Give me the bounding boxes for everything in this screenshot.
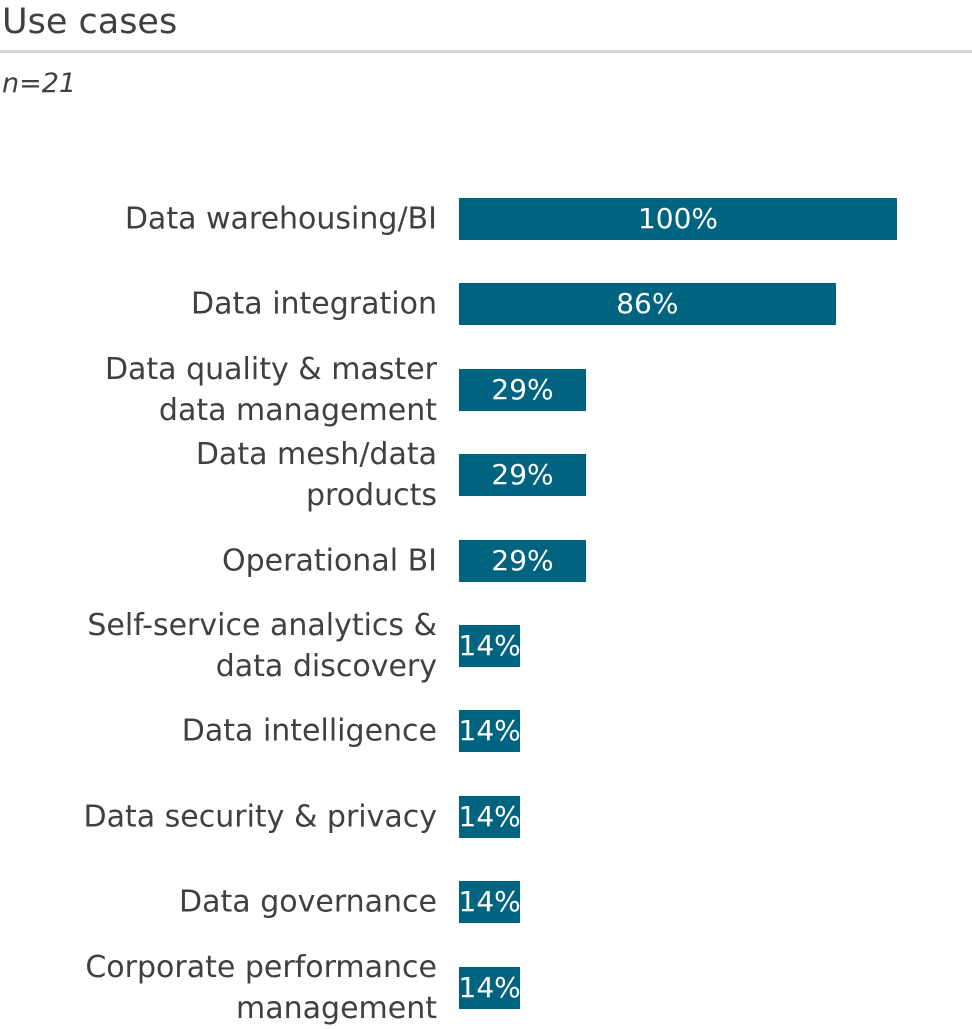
category-label-line: management — [236, 990, 437, 1026]
category-label-line: Data integration — [191, 286, 437, 322]
category-label-line: Data mesh/data — [195, 437, 437, 473]
bar — [459, 966, 521, 1009]
category-label-line: Operational BI — [222, 543, 437, 579]
category-label-line: Data quality & master — [104, 351, 437, 387]
bar — [459, 795, 521, 838]
bar — [459, 881, 521, 924]
data-label: 29% — [491, 372, 554, 406]
category-label: Operational BI — [0, 540, 437, 581]
data-label: 14% — [458, 714, 521, 748]
category-label: Data integration — [0, 284, 437, 325]
data-label: 14% — [458, 799, 521, 833]
bar — [459, 368, 587, 411]
title-divider — [0, 50, 972, 53]
category-label-line: Data governance — [179, 884, 437, 920]
bar — [459, 710, 521, 753]
category-label: Data warehousing/BI — [0, 199, 437, 240]
category-label-line: data discovery — [215, 649, 437, 684]
data-label: 14% — [458, 970, 521, 1004]
bar — [459, 283, 836, 326]
bar — [459, 198, 897, 240]
sample-size: n=21 — [2, 68, 77, 99]
bar — [459, 625, 521, 667]
category-label: Data security & privacy — [0, 796, 437, 837]
category-label-line: Self-service analytics & — [87, 608, 437, 643]
bar — [459, 539, 587, 582]
category-label-line: products — [305, 478, 437, 514]
data-label: 29% — [491, 543, 554, 577]
category-label: Corporate performance management — [0, 947, 437, 1029]
chart-title: Use cases — [2, 2, 178, 42]
category-label: Self-service analytics & data discovery — [0, 605, 437, 687]
category-label-line: Data intelligence — [181, 713, 437, 749]
category-label-line: Corporate performance — [85, 949, 437, 985]
data-label: 86% — [616, 287, 679, 321]
category-label-line: data management — [158, 392, 437, 428]
category-label: Data intelligence — [0, 711, 437, 752]
bar — [459, 454, 587, 497]
category-label: Data governance — [0, 882, 437, 923]
category-label-line: Data security & privacy — [83, 799, 437, 835]
data-label: 29% — [491, 458, 554, 492]
category-label-line: Data warehousing/BI — [124, 201, 437, 237]
data-label: 14% — [458, 629, 521, 662]
data-label: 100% — [637, 202, 719, 235]
data-label: 14% — [458, 885, 521, 919]
category-label: Data mesh/data products — [0, 434, 437, 516]
category-label: Data quality & master data management — [0, 349, 437, 431]
